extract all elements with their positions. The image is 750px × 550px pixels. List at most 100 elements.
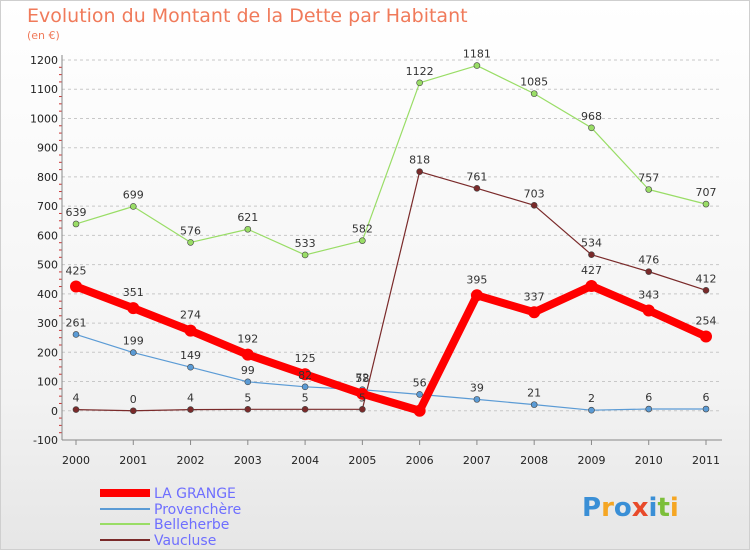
x-tick-label: 2006 [406,454,434,467]
y-tick-label: 1200 [30,54,58,67]
data-label: 968 [581,110,602,123]
legend-label: Belleherbe [154,517,229,533]
data-point [241,348,254,361]
x-tick-label: 2003 [234,454,262,467]
data-label: 703 [524,187,545,200]
y-tick-label: 1000 [30,112,58,125]
x-tick-label: 2009 [577,454,605,467]
data-label: 56 [413,376,427,389]
data-label: 261 [66,316,87,329]
legend-label: Provenchère [154,502,241,518]
logo-letter: i [670,493,679,523]
data-label: 533 [295,237,316,250]
x-tick-label: 2004 [291,454,319,467]
data-label: 4 [73,392,80,405]
data-point [359,406,366,413]
data-point [585,279,598,292]
data-label: 337 [524,290,545,303]
data-label: 39 [470,381,484,394]
data-label: 99 [241,364,255,377]
series-line-belleherbe [75,64,707,256]
data-point [473,185,481,192]
data-label: 82 [298,369,312,382]
data-point [129,349,137,356]
data-label: 425 [66,265,87,278]
x-tick-label: 2001 [119,454,147,467]
data-label: 1085 [520,76,548,89]
data-point [588,251,595,258]
data-label: 639 [66,206,87,219]
data-label: 5 [244,391,251,404]
data-point [416,391,423,398]
data-point [528,306,541,319]
data-point [413,404,426,417]
data-label: 707 [696,186,717,199]
data-point [359,237,366,244]
data-point [127,302,140,315]
data-point [588,406,595,414]
data-point [72,406,80,413]
data-label: 274 [180,309,201,322]
data-label: 58 [355,372,369,385]
data-label: 534 [581,237,602,250]
data-label: 395 [466,273,487,286]
y-tick-label: 700 [37,200,58,213]
data-label: 5 [302,391,309,404]
data-labels: 4253512741921255839533742734325426119914… [66,48,717,406]
data-label: 476 [638,254,659,267]
data-point [530,90,538,97]
data-point [470,289,483,302]
data-point [187,363,194,371]
data-point [129,203,137,210]
data-label: 427 [581,264,602,277]
data-point [700,330,712,343]
logo-letter: o [614,493,632,523]
data-label: 343 [638,289,659,302]
proxiti-logo: Proxiti [582,493,679,523]
data-label: 6 [645,391,652,404]
y-tick-label: 0 [51,405,58,418]
data-label: 351 [123,286,144,299]
data-point [645,186,653,193]
data-point [184,324,197,337]
data-point [473,62,481,69]
series-line-vaucluse [75,171,707,412]
data-point [702,200,710,208]
y-tick-label: 800 [37,171,58,184]
y-tick-label: 1100 [30,83,58,96]
data-point [187,406,194,413]
x-tick-label: 2002 [177,454,205,467]
logo-letter: x [632,493,649,523]
data-label: 621 [237,211,258,224]
logo-letter: P [582,493,601,523]
data-point [301,383,309,391]
data-point [416,79,423,87]
data-label: 6 [703,391,710,404]
logo-letter: i [649,493,658,523]
x-tick-label: 2000 [62,454,90,467]
data-label: 199 [123,335,144,348]
data-label: 1181 [463,48,491,61]
y-tick-label: 900 [37,142,58,155]
legend-label: Vaucluse [154,533,216,549]
data-label: 1122 [406,65,434,78]
y-tick-label: 400 [37,288,58,301]
x-tick-label: 2007 [463,454,491,467]
series-line-la-grange [74,281,708,415]
data-point [244,378,252,386]
grid [62,59,722,441]
data-label: 2 [588,392,595,405]
data-label: 192 [237,333,258,346]
data-point [299,368,312,381]
x-tick-label: 2010 [635,454,663,467]
data-point [588,124,595,132]
y-tick-label: 300 [37,317,58,330]
data-point [356,387,369,400]
data-point [187,239,194,246]
data-label: 254 [696,315,717,328]
data-point [416,168,423,175]
legend-label: LA GRANGE [154,486,236,502]
chart-subtitle: (en €) [27,29,60,42]
x-tick-label: 2011 [692,454,720,467]
